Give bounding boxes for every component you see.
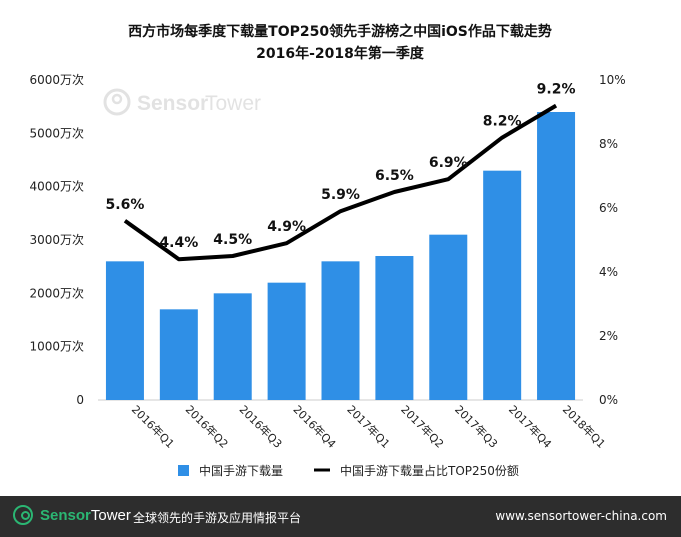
bar <box>537 112 576 400</box>
legend-bar-label: 中国手游下载量 <box>199 463 283 478</box>
y-right-tick-label: 10% <box>599 73 626 87</box>
y-left-tick-label: 6000万次 <box>29 73 84 87</box>
footer-bar: SensorTower 全球领先的手游及应用情报平台 www.sensortow… <box>0 496 681 537</box>
line-data-label: 4.4% <box>159 235 198 251</box>
bar <box>483 170 522 400</box>
watermark-logo-inner-icon <box>111 93 123 105</box>
chart-subtitle: 2016年-2018年第一季度 <box>256 45 425 62</box>
y-axis-right: 0% 2% 4% 6% 8% 10% <box>599 73 626 407</box>
y-right-tick-label: 4% <box>599 265 618 279</box>
bar <box>267 282 306 400</box>
legend: 中国手游下载量 中国手游下载量占比TOP250份额 <box>178 463 519 478</box>
chart-title: 西方市场每季度下载量TOP250领先手游榜之中国iOS作品下载走势 <box>128 23 552 40</box>
y-left-tick-label: 3000万次 <box>29 233 84 247</box>
x-tick-label: 2018年Q1 <box>560 402 609 451</box>
footer-brand-2: Tower <box>90 507 131 524</box>
line-data-label: 8.2% <box>483 114 522 130</box>
line-data-labels: 5.6% 4.4% 4.5% 4.9% 5.9% 6.5% 6.9% 8.2% 9.2% <box>106 82 576 252</box>
footer-tagline: 全球领先的手游及应用情报平台 <box>133 511 302 525</box>
bar <box>213 293 252 400</box>
x-tick-label: 2017年Q4 <box>506 402 555 451</box>
watermark-logo-icon <box>103 88 131 116</box>
x-tick-label: 2016年Q4 <box>290 402 339 451</box>
y-right-tick-label: 2% <box>599 329 618 343</box>
y-left-tick-label: 0 <box>76 393 84 407</box>
y-right-tick-label: 6% <box>599 201 618 215</box>
sensortower-logo-icon <box>13 505 33 525</box>
sensortower-watermark: Sensor Tower <box>103 88 261 116</box>
bar-series <box>105 112 576 400</box>
watermark-brand-1: Sensor <box>137 92 208 115</box>
line-data-label: 4.9% <box>267 219 306 235</box>
y-right-tick-label: 8% <box>599 137 618 151</box>
y-left-tick-label: 4000万次 <box>29 180 84 194</box>
y-left-tick-label: 1000万次 <box>29 340 84 354</box>
line-data-label: 6.5% <box>375 168 414 184</box>
line-data-label: 9.2% <box>537 82 576 98</box>
y-left-tick-label: 5000万次 <box>29 126 84 140</box>
bar <box>105 261 144 400</box>
y-right-tick-label: 0% <box>599 393 618 407</box>
line-data-label: 5.9% <box>321 187 360 203</box>
legend-line-label: 中国手游下载量占比TOP250份额 <box>340 463 519 478</box>
bar <box>321 261 360 400</box>
x-tick-label: 2017年Q2 <box>398 402 447 451</box>
share-line <box>123 103 558 262</box>
x-tick-label: 2016年Q3 <box>237 402 286 451</box>
line-series <box>123 103 558 262</box>
line-data-label: 4.5% <box>213 232 252 248</box>
footer-brand-1: Sensor <box>40 507 91 524</box>
x-tick-label: 2017年Q1 <box>344 402 393 451</box>
footer-brand: SensorTower <box>40 507 131 524</box>
bar <box>429 234 468 400</box>
x-axis: 2016年Q1 2016年Q2 2016年Q3 2016年Q4 2017年Q1 2017年… <box>129 402 609 451</box>
bar <box>375 256 414 400</box>
bar <box>159 309 198 400</box>
watermark-brand-2: Tower <box>205 92 261 115</box>
line-data-label: 6.9% <box>429 155 468 171</box>
footer-url[interactable]: www.sensortower-china.com <box>495 509 667 523</box>
y-left-tick-label: 2000万次 <box>29 286 84 300</box>
legend-bar-swatch <box>178 465 189 476</box>
line-data-label: 5.6% <box>106 197 145 213</box>
x-tick-label: 2016年Q2 <box>183 402 232 451</box>
chart-canvas: 西方市场每季度下载量TOP250领先手游榜之中国iOS作品下载走势 2016年-… <box>29 23 626 478</box>
x-tick-label: 2017年Q3 <box>452 402 501 451</box>
x-tick-label: 2016年Q1 <box>129 402 178 451</box>
